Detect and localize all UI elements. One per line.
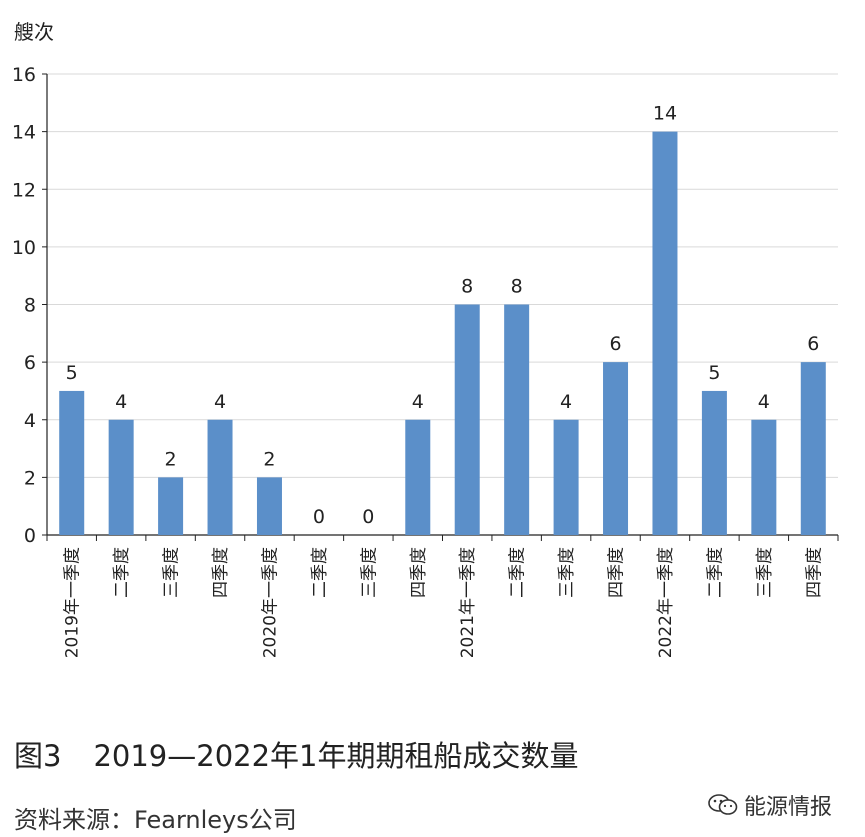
x-tick-label: 三季度 xyxy=(557,547,577,598)
x-tick-label: 2022年一季度 xyxy=(656,547,676,658)
figure-title: 2019—2022年1年期期租船成交数量 xyxy=(93,739,579,773)
bar xyxy=(603,362,629,535)
data-label: 0 xyxy=(313,506,325,528)
y-tick-label: 16 xyxy=(12,64,36,86)
x-tick-label: 二季度 xyxy=(705,547,725,598)
tick-labels: 0 2 4 6 8 10 12 14 16 2019年一季度 二季度 三季度 四季度 2020年一季度 二季… xyxy=(12,64,824,658)
data-label: 0 xyxy=(362,506,374,528)
data-label: 14 xyxy=(653,103,677,125)
y-tick-label: 2 xyxy=(24,467,36,489)
bar xyxy=(504,304,530,535)
x-tick-label: 2019年一季度 xyxy=(63,547,83,658)
bar xyxy=(207,419,233,535)
source-note: 资料来源：Fearnleys公司 xyxy=(14,806,297,834)
x-tick-label: 四季度 xyxy=(607,547,627,598)
y-tick-label: 10 xyxy=(12,237,36,259)
x-tick-label: 2021年一季度 xyxy=(458,547,478,658)
x-tick-label: 三季度 xyxy=(162,547,182,598)
bar xyxy=(751,419,777,535)
data-label: 2 xyxy=(263,448,275,470)
data-label: 6 xyxy=(807,333,819,355)
data-label: 4 xyxy=(758,391,770,413)
x-tick-label: 四季度 xyxy=(409,547,429,598)
data-label: 5 xyxy=(708,362,720,384)
bar xyxy=(256,477,282,535)
x-tick-label: 二季度 xyxy=(310,547,330,598)
bar xyxy=(652,131,678,535)
x-tick-label: 四季度 xyxy=(804,547,824,598)
y-tick-label: 12 xyxy=(12,179,36,201)
y-tick-label: 6 xyxy=(24,352,36,374)
watermark-text: 能源情报 xyxy=(744,795,833,820)
data-label: 8 xyxy=(511,276,523,298)
data-label: 4 xyxy=(214,391,226,413)
bar xyxy=(701,390,727,535)
data-label: 4 xyxy=(115,391,127,413)
bars xyxy=(59,131,826,535)
data-label: 4 xyxy=(412,391,424,413)
bar xyxy=(553,419,579,535)
bar xyxy=(405,419,431,535)
x-tick-label: 二季度 xyxy=(112,547,132,598)
data-labels: 5 4 2 4 2 0 0 4 8 8 4 6 14 5 4 6 xyxy=(66,103,820,528)
x-tick-label: 2020年一季度 xyxy=(260,547,280,658)
watermark: 能源情报 xyxy=(708,789,832,821)
figure-number: 图3 xyxy=(14,739,62,773)
bar xyxy=(59,390,85,535)
y-tick-label: 14 xyxy=(12,122,36,144)
gridlines xyxy=(47,73,838,478)
bar xyxy=(454,304,480,535)
bar xyxy=(158,477,184,535)
data-label: 6 xyxy=(609,333,621,355)
x-tick-label: 二季度 xyxy=(508,547,528,598)
bar xyxy=(800,362,826,535)
data-label: 2 xyxy=(165,448,177,470)
data-label: 5 xyxy=(66,362,78,384)
wechat-icon xyxy=(708,794,738,815)
y-tick-label: 8 xyxy=(24,295,36,317)
bar xyxy=(108,419,134,535)
y-axis-label: 艘次 xyxy=(14,20,54,44)
y-tick-label: 0 xyxy=(24,525,36,547)
x-tick-label: 三季度 xyxy=(359,547,379,598)
x-tick-label: 三季度 xyxy=(755,547,775,598)
data-label: 8 xyxy=(461,276,473,298)
y-tick-label: 4 xyxy=(24,410,36,432)
figure-caption: 图3 2019—2022年1年期期租船成交数量 xyxy=(14,733,579,775)
x-tick-label: 四季度 xyxy=(211,547,231,598)
data-label: 4 xyxy=(560,391,572,413)
bar-chart: 5 4 2 4 2 0 0 4 8 8 4 6 14 5 4 6 0 2 4 6 8 10 12 14 16 2019年一季度 二… xyxy=(12,20,839,658)
